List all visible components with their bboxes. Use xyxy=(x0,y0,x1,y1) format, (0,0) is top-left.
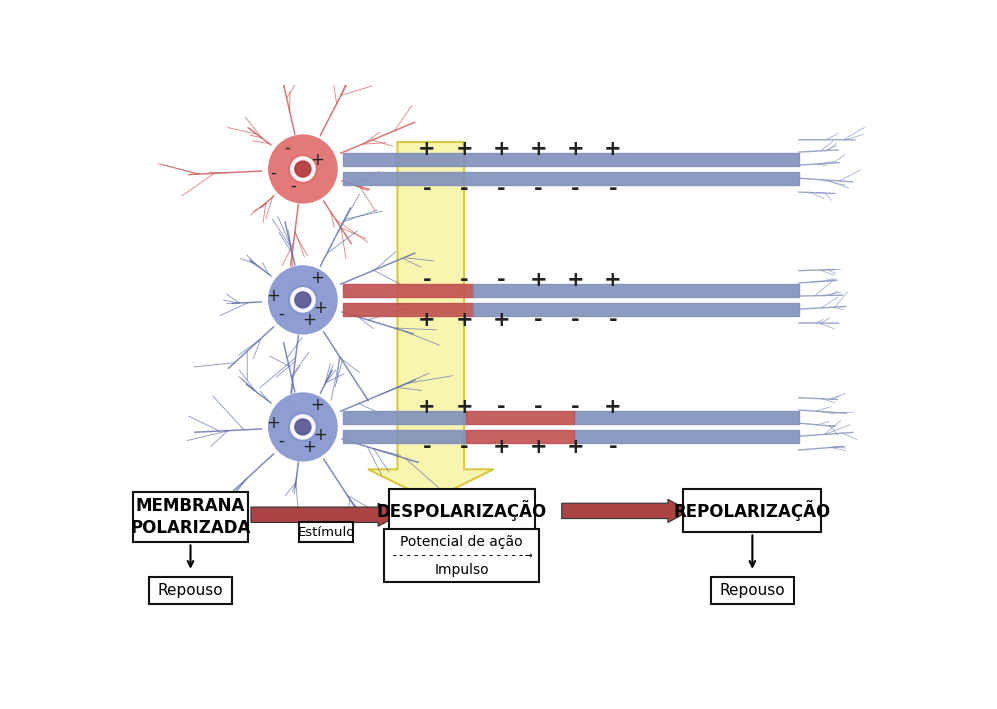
Text: -: - xyxy=(571,179,580,199)
Text: +: + xyxy=(493,139,510,159)
Circle shape xyxy=(295,436,325,466)
Circle shape xyxy=(311,422,341,452)
Text: +: + xyxy=(493,437,510,457)
Text: -: - xyxy=(497,179,505,199)
FancyBboxPatch shape xyxy=(134,492,248,542)
Text: -: - xyxy=(284,138,290,157)
Text: +: + xyxy=(266,414,280,432)
Circle shape xyxy=(292,261,322,290)
Text: -: - xyxy=(423,179,431,199)
Circle shape xyxy=(311,295,341,324)
Circle shape xyxy=(295,292,311,308)
Text: -: - xyxy=(460,179,469,199)
Text: Repouso: Repouso xyxy=(720,584,786,598)
Text: +: + xyxy=(567,270,584,290)
Text: -: - xyxy=(423,437,431,457)
Text: ------------------→: ------------------→ xyxy=(391,549,533,563)
Text: +: + xyxy=(302,311,316,329)
Text: -: - xyxy=(608,310,617,330)
Text: +: + xyxy=(567,139,584,159)
FancyBboxPatch shape xyxy=(384,530,539,581)
Text: -: - xyxy=(608,437,617,457)
Text: Estímulo: Estímulo xyxy=(297,526,355,539)
FancyArrow shape xyxy=(251,503,400,526)
Text: DESPOLARIZAÇÃO: DESPOLARIZAÇÃO xyxy=(377,501,547,521)
Text: -: - xyxy=(270,164,276,182)
Circle shape xyxy=(263,413,293,443)
Text: +: + xyxy=(302,438,316,456)
FancyBboxPatch shape xyxy=(299,523,353,542)
Text: Impulso: Impulso xyxy=(435,563,490,577)
Text: -: - xyxy=(571,397,580,417)
Text: +: + xyxy=(456,139,473,159)
Text: +: + xyxy=(310,396,324,414)
FancyBboxPatch shape xyxy=(389,489,534,532)
Text: +: + xyxy=(604,139,622,159)
Text: +: + xyxy=(567,437,584,457)
Circle shape xyxy=(273,432,303,462)
Circle shape xyxy=(292,130,322,160)
Text: +: + xyxy=(310,269,324,287)
Circle shape xyxy=(268,392,338,462)
Text: -: - xyxy=(534,310,542,330)
Circle shape xyxy=(310,400,340,430)
FancyBboxPatch shape xyxy=(149,578,232,605)
Circle shape xyxy=(271,135,301,165)
Text: +: + xyxy=(604,397,622,417)
Text: +: + xyxy=(266,287,280,305)
Circle shape xyxy=(295,161,311,177)
FancyBboxPatch shape xyxy=(683,489,822,532)
FancyBboxPatch shape xyxy=(711,578,795,605)
Text: -: - xyxy=(460,270,469,290)
Circle shape xyxy=(263,286,293,316)
Text: -: - xyxy=(571,310,580,330)
Text: +: + xyxy=(418,310,436,330)
Circle shape xyxy=(273,306,303,335)
Text: -: - xyxy=(608,179,617,199)
Text: -: - xyxy=(497,397,505,417)
Circle shape xyxy=(310,273,340,303)
Circle shape xyxy=(268,135,338,203)
Text: +: + xyxy=(493,310,510,330)
Text: -: - xyxy=(497,270,505,290)
Circle shape xyxy=(295,309,325,339)
Text: -: - xyxy=(460,437,469,457)
Text: +: + xyxy=(604,270,622,290)
Text: Repouso: Repouso xyxy=(158,584,223,598)
Circle shape xyxy=(289,413,317,441)
Circle shape xyxy=(310,143,340,172)
Text: +: + xyxy=(418,397,436,417)
Circle shape xyxy=(311,164,341,194)
Circle shape xyxy=(289,155,317,183)
Text: +: + xyxy=(456,397,473,417)
Text: REPOLARIZAÇÃO: REPOLARIZAÇÃO xyxy=(674,501,831,521)
Circle shape xyxy=(295,419,311,435)
Text: -: - xyxy=(534,397,542,417)
Polygon shape xyxy=(368,142,494,500)
Text: MEMBRANA
POLARIZADA: MEMBRANA POLARIZADA xyxy=(131,497,250,537)
Circle shape xyxy=(263,155,293,185)
Text: +: + xyxy=(313,425,327,444)
Circle shape xyxy=(295,178,325,208)
Text: -: - xyxy=(423,270,431,290)
Circle shape xyxy=(292,388,322,417)
Text: +: + xyxy=(529,270,547,290)
FancyArrow shape xyxy=(561,499,690,523)
Circle shape xyxy=(271,393,301,423)
Text: +: + xyxy=(529,139,547,159)
Text: -: - xyxy=(278,432,284,450)
Text: -: - xyxy=(534,179,542,199)
Text: -: - xyxy=(278,305,284,323)
Text: +: + xyxy=(418,139,436,159)
Text: +: + xyxy=(456,310,473,330)
Circle shape xyxy=(289,286,317,314)
Text: +: + xyxy=(313,298,327,317)
Text: Potencial de ação: Potencial de ação xyxy=(401,535,523,549)
Text: +: + xyxy=(529,437,547,457)
Text: -: - xyxy=(291,177,296,195)
Circle shape xyxy=(268,265,338,335)
Text: +: + xyxy=(310,151,324,169)
Circle shape xyxy=(271,267,301,296)
Circle shape xyxy=(273,174,303,204)
